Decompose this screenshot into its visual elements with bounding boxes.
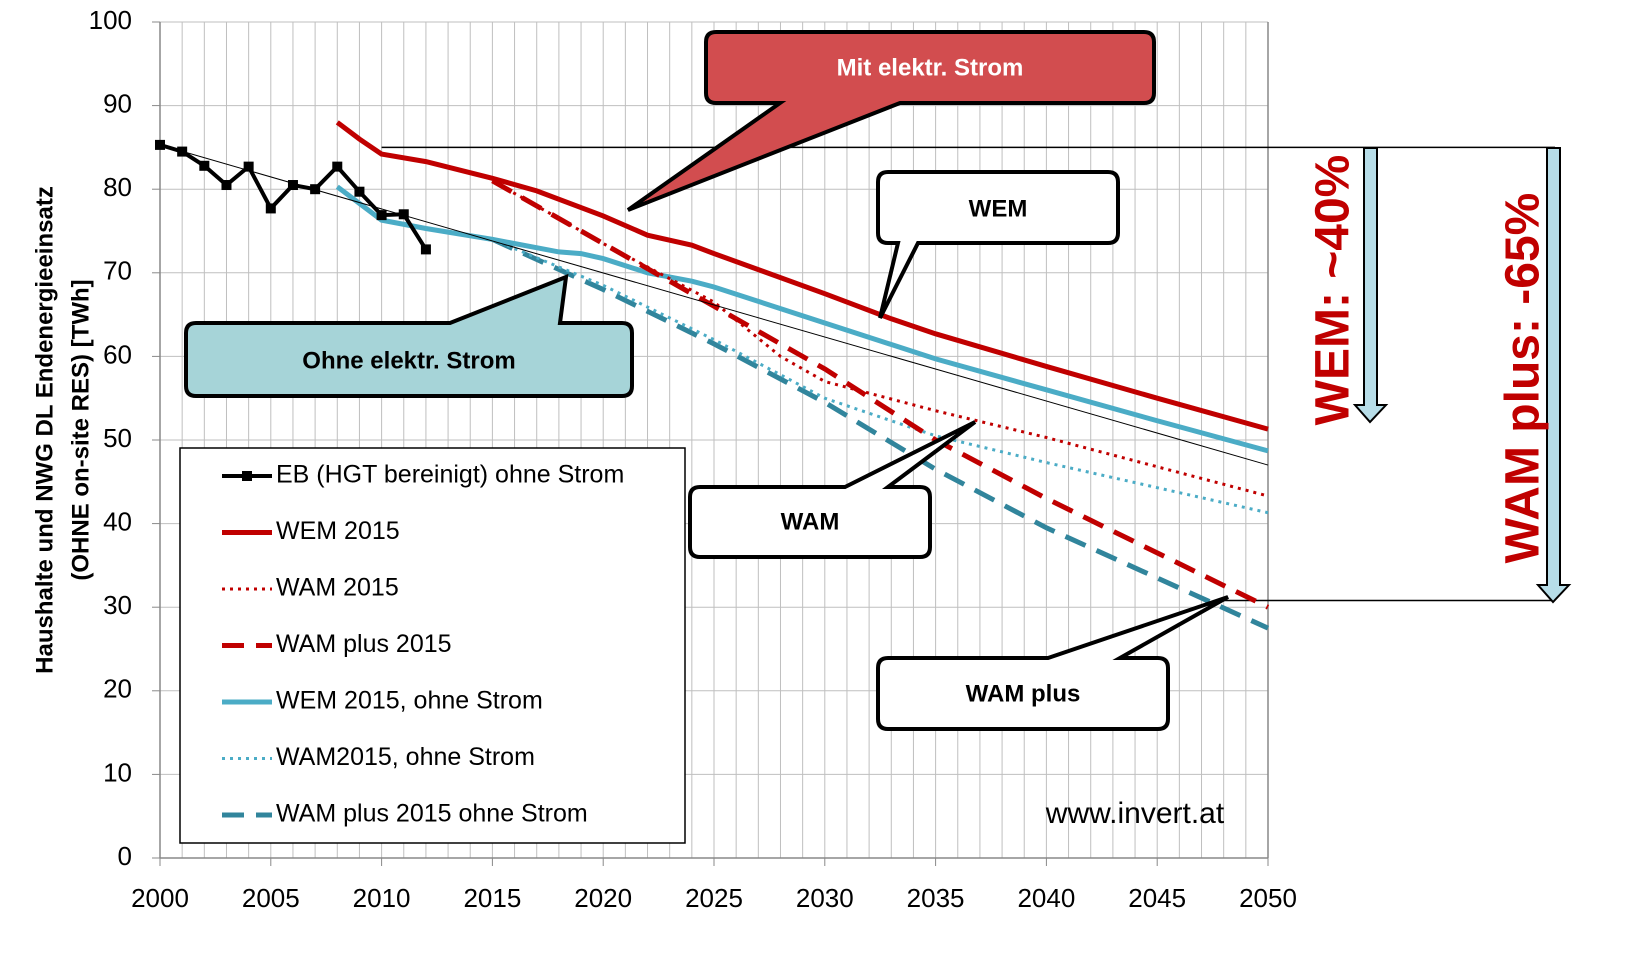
legend-label: EB (HGT bereinigt) ohne Strom	[276, 461, 624, 489]
y-axis-label: (OHNE on-site RES) [TWh]	[67, 279, 94, 580]
callout-text: Ohne elektr. Strom	[302, 347, 515, 374]
x-tick-label: 2030	[796, 883, 854, 913]
marker	[310, 184, 321, 195]
y-tick-label: 90	[103, 88, 132, 118]
legend-label: WEM 2015, ohne Strom	[276, 687, 543, 715]
callout-text: WAM	[781, 508, 840, 535]
marker	[199, 160, 210, 171]
x-tick-label: 2035	[907, 883, 965, 913]
callouts: Mit elektr. Strom WEM Ohne elektr. Strom…	[184, 30, 1229, 731]
x-tick-label: 2025	[685, 883, 743, 913]
marker	[332, 161, 343, 172]
x-tick-label: 2045	[1128, 883, 1186, 913]
arrow	[1352, 147, 1389, 424]
marker	[398, 209, 409, 220]
y-tick-label: 40	[103, 506, 132, 536]
marker	[221, 180, 232, 191]
y-tick-label: 10	[103, 757, 132, 787]
y-tick-label: 100	[89, 5, 132, 35]
x-tick-label: 2000	[131, 883, 189, 913]
series-line	[335, 120, 1269, 432]
x-tick-label: 2015	[463, 883, 521, 913]
legend-marker	[242, 471, 252, 481]
callout-text: WEM	[969, 195, 1028, 222]
marker	[243, 161, 254, 172]
x-tick-label: 2010	[353, 883, 411, 913]
source-label: www.invert.at	[1045, 797, 1225, 830]
legend: EB (HGT bereinigt) ohne Strom WEM 2015 WAM…	[179, 447, 686, 844]
callout-text: WAM plus	[966, 680, 1081, 707]
legend-label: WEM 2015	[276, 517, 400, 545]
y-tick-label: 20	[103, 674, 132, 704]
x-tick-label: 2040	[1017, 883, 1075, 913]
reduction-label: WAM plus: -65%	[1497, 193, 1550, 564]
y-tick-label: 70	[103, 256, 132, 286]
callout-box	[876, 595, 1229, 731]
y-axis-label: Haushalte und NWG DL Endenergieeinsatz	[31, 186, 58, 674]
marker	[177, 146, 188, 157]
series-line	[335, 184, 1269, 454]
x-tick-label: 2005	[242, 883, 300, 913]
callout-text: Mit elektr. Strom	[837, 54, 1024, 81]
marker	[376, 210, 387, 221]
y-tick-label: 50	[103, 423, 132, 453]
arrows: WEM: ~40% WAM plus: -65%	[1307, 147, 1572, 604]
plot	[155, 120, 1555, 631]
callout-box	[688, 420, 977, 559]
y-tick-label: 80	[103, 172, 132, 202]
series-line	[491, 179, 1269, 498]
marker	[354, 186, 365, 197]
x-tick-label: 2050	[1239, 883, 1297, 913]
callout-box	[626, 30, 1156, 212]
series-line	[491, 178, 1270, 610]
legend-label: WAM2015, ohne Strom	[276, 743, 535, 771]
y-tick-label: 0	[118, 841, 132, 871]
marker	[287, 180, 298, 191]
reduction-label: WEM: ~40%	[1307, 155, 1360, 426]
legend-label: WAM plus 2015 ohne Strom	[276, 800, 588, 828]
marker	[265, 203, 276, 214]
legend-label: WAM plus 2015	[276, 630, 452, 658]
x-tick-label: 2020	[574, 883, 632, 913]
callout-box	[876, 170, 1120, 319]
callout-box	[184, 273, 634, 398]
legend-label: WAM 2015	[276, 574, 399, 602]
series-line	[159, 144, 1269, 466]
y-tick-label: 60	[103, 339, 132, 369]
marker	[420, 244, 431, 255]
series-line	[491, 237, 1270, 631]
arrow	[1535, 147, 1572, 604]
marker	[155, 139, 165, 150]
y-tick-label: 30	[103, 590, 132, 620]
